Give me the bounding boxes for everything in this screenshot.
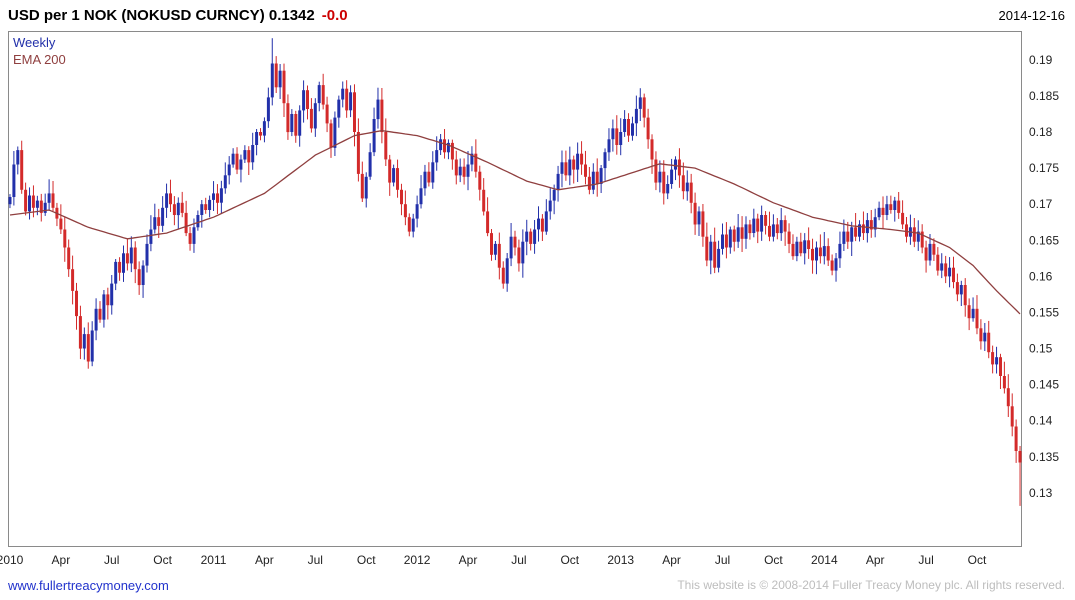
svg-text:Oct: Oct: [764, 553, 783, 567]
svg-text:0.175: 0.175: [1029, 161, 1059, 175]
svg-text:0.135: 0.135: [1029, 450, 1059, 464]
svg-text:Jul: Jul: [308, 553, 323, 567]
svg-text:Oct: Oct: [968, 553, 987, 567]
footer: www.fullertreacymoney.com This website i…: [0, 574, 1075, 600]
svg-text:0.145: 0.145: [1029, 378, 1059, 392]
legend-ema-label: EMA 200: [13, 52, 66, 67]
svg-text:Jul: Jul: [715, 553, 730, 567]
svg-text:2012: 2012: [404, 553, 431, 567]
svg-text:0.17: 0.17: [1029, 197, 1053, 211]
svg-text:0.155: 0.155: [1029, 306, 1059, 320]
chart-header: USD per 1 NOK (NOKUSD CURNCY) 0.1342 -0.0…: [0, 0, 1075, 28]
legend-series-label: Weekly: [13, 35, 56, 50]
svg-text:Jul: Jul: [104, 553, 119, 567]
x-axis-labels: 2010 Apr Jul Oct 2011 Apr Jul Oct 2012 Apr Jul Oct 2…: [0, 553, 987, 567]
svg-text:Apr: Apr: [662, 553, 681, 567]
instrument-title: USD per 1 NOK (NOKUSD CURNCY) 0.1342: [8, 6, 315, 24]
svg-text:0.165: 0.165: [1029, 233, 1059, 247]
svg-text:0.15: 0.15: [1029, 342, 1053, 356]
svg-text:Apr: Apr: [459, 553, 478, 567]
chart-date: 2014-12-16: [998, 7, 1066, 23]
svg-text:Apr: Apr: [52, 553, 71, 567]
svg-text:0.19: 0.19: [1029, 53, 1053, 67]
svg-text:Apr: Apr: [255, 553, 274, 567]
svg-text:0.18: 0.18: [1029, 125, 1053, 139]
plot-border: [8, 31, 1022, 547]
svg-text:0.13: 0.13: [1029, 486, 1053, 500]
svg-text:Oct: Oct: [153, 553, 172, 567]
svg-text:0.185: 0.185: [1029, 89, 1059, 103]
svg-text:0.16: 0.16: [1029, 269, 1053, 283]
svg-text:Oct: Oct: [357, 553, 376, 567]
svg-text:0.14: 0.14: [1029, 414, 1053, 428]
svg-text:Jul: Jul: [918, 553, 933, 567]
fullertreacymoney-link[interactable]: www.fullertreacymoney.com: [8, 577, 169, 593]
svg-text:Jul: Jul: [511, 553, 526, 567]
svg-text:2014: 2014: [811, 553, 838, 567]
svg-text:2011: 2011: [201, 553, 227, 567]
y-axis-labels: 0.19 0.185 0.18 0.175 0.17 0.165 0.16 0.155 0.15…: [1029, 53, 1059, 500]
svg-text:Apr: Apr: [866, 553, 885, 567]
svg-text:2013: 2013: [607, 553, 634, 567]
candles: [8, 38, 1022, 506]
chart-title: USD per 1 NOK (NOKUSD CURNCY) 0.1342 -0.0: [8, 7, 348, 24]
svg-text:2010: 2010: [0, 553, 24, 567]
svg-text:Oct: Oct: [560, 553, 579, 567]
copyright-text: This website is © 2008-2014 Fuller Treac…: [677, 578, 1065, 592]
price-change: -0.0: [321, 6, 348, 24]
ema-line: [9, 129, 1021, 315]
chart-legend: Weekly EMA 200: [13, 34, 66, 68]
